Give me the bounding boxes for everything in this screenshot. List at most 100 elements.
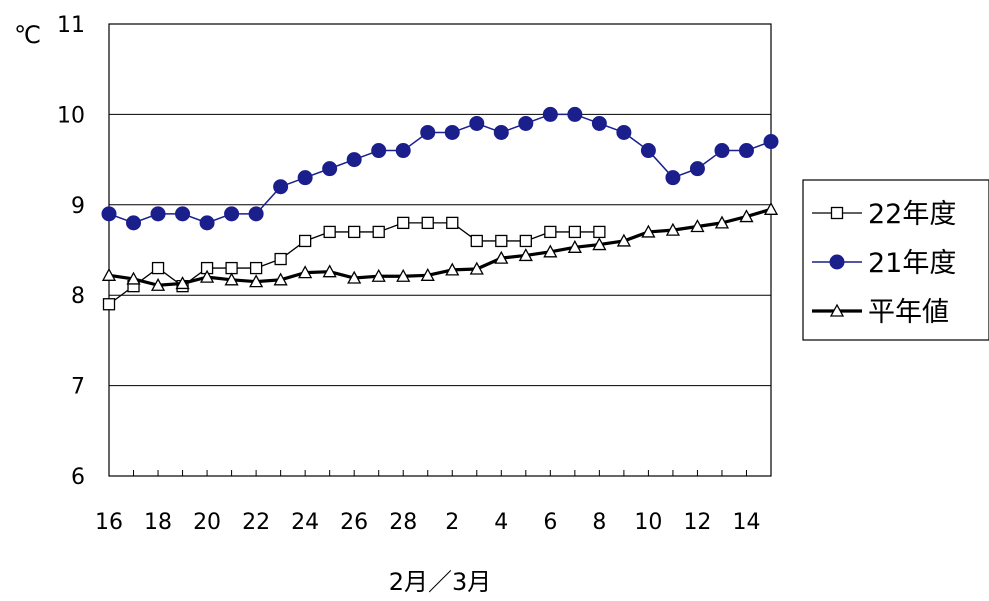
y-tick-label: 7 [71,375,85,400]
series-3-point [592,237,607,251]
series-2-point [714,143,730,159]
x-tick-label: 6 [543,510,557,535]
series-1-point [249,261,263,275]
series-3-point [616,233,631,247]
series-2 [101,106,779,231]
series-2-point [738,143,754,159]
series-2-point [297,170,313,186]
y-tick-label: 6 [71,465,85,490]
x-axis-label: 2月／3月 [389,568,492,596]
y-tick-label: 9 [71,194,85,219]
series-2-point [616,124,632,140]
series-2-point [371,143,387,159]
series-3-point [126,271,141,285]
x-tick-label: 14 [732,510,760,535]
series-3-point [469,261,484,275]
series-3-point [199,269,215,283]
series-2-point [640,143,656,159]
series-3-point [224,272,239,286]
series-2-point [444,124,460,140]
series-2-point [126,215,142,231]
series-2-point [248,206,264,222]
legend-marker [829,303,845,317]
series-1-point [298,234,312,248]
legend-marker [830,206,844,220]
series-1-point [470,234,483,248]
x-tick-label: 12 [683,510,711,535]
series-1-point [372,225,385,239]
y-tick-label: 10 [57,103,85,128]
series-3-point [273,272,288,286]
series-3 [101,201,779,291]
series-3-point [714,215,730,229]
series-1-point [568,225,582,239]
x-tick-label: 4 [494,510,508,535]
series-2-point [763,134,779,150]
series-3-point [371,268,386,282]
series-3-point [445,262,460,276]
y-axis-ticks: 6 7 8 9 10 11 [57,13,85,490]
series-2-point [493,124,509,140]
series-2-point [101,206,117,222]
series-1-point [544,225,557,239]
x-axis-ticks: 16 18 20 22 24 26 28 2 4 6 8 10 12 14 [95,470,772,535]
series-2-point [199,215,215,231]
x-tick-label: 8 [592,510,606,535]
series-2-point [469,115,485,131]
series-3-line [108,207,772,287]
legend-label: 21年度 [868,248,956,279]
series-2-point [175,206,191,222]
series-3-point [494,250,509,264]
x-tick-label: 28 [389,510,417,535]
series-group [101,106,779,311]
series-1-point [348,225,361,239]
series-3-point [518,248,533,262]
series-3-point [298,265,313,279]
series-3-point [665,222,681,236]
y-tick-label: 11 [57,13,85,38]
series-3-point [249,274,264,288]
series-1-point [274,252,287,266]
x-tick-label: 16 [95,510,123,535]
series-2-point [346,152,362,168]
series-2-point [689,161,705,177]
x-tick-label: 26 [340,510,368,535]
series-1-point [593,225,606,239]
series-2-point [518,115,534,131]
series-1-point [102,298,116,311]
series-2-point [150,206,166,222]
legend-item: 平年値 [812,297,949,328]
x-tick-label: 10 [634,510,662,535]
legend-marker [829,254,845,270]
series-3-point [322,264,337,278]
series-3-point [567,239,582,253]
legend-label: 22年度 [868,199,956,230]
series-3-point [690,219,705,233]
series-2-line [108,113,772,224]
x-tick-label: 20 [193,510,221,535]
series-2-point [542,106,558,122]
series-2-point [420,124,436,140]
series-1-point [519,234,532,248]
series-3-point [175,276,190,290]
plot-area-frame [108,23,772,477]
series-3-point [739,209,754,223]
series-1-point [151,261,165,275]
series-1-point [397,216,410,230]
series-1-point [446,216,459,230]
x-tick-label: 18 [144,510,172,535]
x-tick-label: 22 [242,510,270,535]
legend-item: 21年度 [812,248,956,279]
y-tick-label: 8 [71,284,85,309]
grid-lines [109,113,771,387]
series-1-point [421,216,434,230]
legend-item: 22年度 [812,199,956,230]
series-3-point [347,270,362,284]
series-3-point [420,267,435,281]
y-unit-label: ℃ [14,21,41,49]
series-2-point [224,206,240,222]
series-3-point [763,201,779,215]
series-2-point [591,115,607,131]
